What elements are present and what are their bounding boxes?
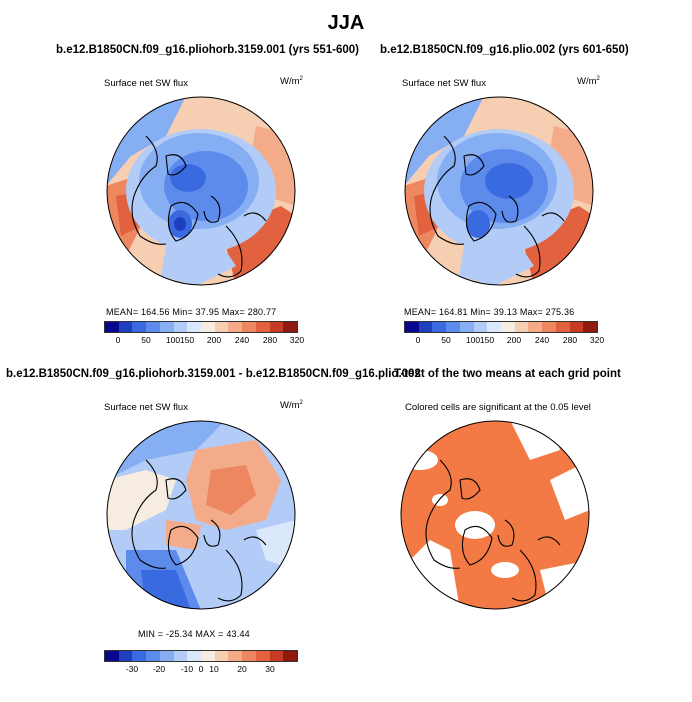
colorbar-swatch (159, 651, 174, 661)
panel1-stats: MEAN= 164.56 Min= 37.95 Max= 280.77 (106, 307, 277, 317)
panel4-title: T-test of the two means at each grid poi… (394, 368, 621, 380)
colorbar-swatch (228, 651, 243, 661)
colorbar-tick: 0 (115, 335, 121, 345)
colorbar-swatch (105, 651, 119, 661)
colorbar-swatch (528, 322, 543, 332)
colorbar-tick: 100 (165, 335, 181, 345)
panel3-subtitle: Surface net SW flux (104, 402, 188, 413)
figure-title: JJA (327, 12, 365, 34)
colorbar-swatch (269, 651, 284, 661)
colorbar-tick: 320 (589, 335, 605, 345)
panel2-colorbar (404, 321, 598, 333)
panel1-units: W/m2 (280, 76, 303, 88)
colorbar-swatch (418, 322, 433, 332)
colorbar-swatch (242, 651, 256, 661)
colorbar-tick: -20 (152, 664, 166, 674)
colorbar-tick: -10 (180, 664, 194, 674)
colorbar-tick: 30 (265, 664, 275, 674)
colorbar-swatch (118, 651, 133, 661)
colorbar-swatch (105, 322, 119, 332)
colorbar-swatch (132, 322, 147, 332)
colorbar-tick: 150 (179, 335, 195, 345)
colorbar-swatch (501, 322, 515, 332)
colorbar-swatch (569, 322, 584, 332)
colorbar-swatch (487, 322, 502, 332)
colorbar-swatch (146, 651, 160, 661)
panel3-units: W/m2 (280, 400, 303, 412)
colorbar-swatch (187, 651, 202, 661)
colorbar-tick: -30 (125, 664, 139, 674)
colorbar-tick: 200 (506, 335, 522, 345)
colorbar-tick: 10 (209, 664, 219, 674)
colorbar-tick: 280 (562, 335, 578, 345)
colorbar-swatch (283, 651, 298, 661)
colorbar-tick: 0 (198, 664, 204, 674)
panel1-subtitle: Surface net SW flux (104, 78, 188, 89)
panel1-title: b.e12.B1850CN.f09_g16.pliohorb.3159.001 … (56, 44, 359, 56)
colorbar-tick: 280 (262, 335, 278, 345)
colorbar-swatch (255, 322, 270, 332)
colorbar-swatch (146, 322, 160, 332)
colorbar-swatch (187, 322, 202, 332)
panel2-subtitle: Surface net SW flux (402, 78, 486, 89)
colorbar-tick: 320 (289, 335, 305, 345)
colorbar-swatch (405, 322, 419, 332)
colorbar-swatch (459, 322, 474, 332)
colorbar-swatch (283, 322, 298, 332)
colorbar-swatch (159, 322, 174, 332)
colorbar-tick: 50 (441, 335, 451, 345)
panel2-polar-map (404, 96, 594, 286)
panel2-stats: MEAN= 164.81 Min= 39.13 Max= 275.36 (404, 307, 575, 317)
panel1-colorbar (104, 321, 298, 333)
panel3-stats: MIN = -25.34 MAX = 43.44 (138, 629, 250, 639)
colorbar-tick: 150 (479, 335, 495, 345)
colorbar-tick: 20 (237, 664, 247, 674)
panel3-colorbar (104, 650, 298, 662)
panel3-polar-map (106, 420, 296, 610)
colorbar-swatch (214, 651, 229, 661)
colorbar-swatch (201, 651, 215, 661)
colorbar-swatch (118, 322, 133, 332)
colorbar-tick: 200 (206, 335, 222, 345)
colorbar-swatch (214, 322, 229, 332)
panel2-units: W/m2 (577, 76, 600, 88)
colorbar-swatch (555, 322, 570, 332)
colorbar-swatch (132, 651, 147, 661)
colorbar-swatch (473, 322, 488, 332)
colorbar-swatch (542, 322, 556, 332)
colorbar-tick: 240 (234, 335, 250, 345)
panel3-title: b.e12.B1850CN.f09_g16.pliohorb.3159.001 … (6, 368, 421, 380)
colorbar-swatch (432, 322, 447, 332)
colorbar-swatch (201, 322, 215, 332)
colorbar-tick: 240 (534, 335, 550, 345)
panel4-subtitle: Colored cells are significant at the 0.0… (405, 402, 591, 413)
colorbar-swatch (446, 322, 460, 332)
colorbar-swatch (173, 322, 188, 332)
colorbar-tick: 0 (415, 335, 421, 345)
colorbar-tick: 50 (141, 335, 151, 345)
colorbar-swatch (269, 322, 284, 332)
colorbar-tick: 100 (465, 335, 481, 345)
colorbar-swatch (514, 322, 529, 332)
colorbar-swatch (228, 322, 243, 332)
colorbar-swatch (583, 322, 598, 332)
colorbar-swatch (173, 651, 188, 661)
colorbar-swatch (255, 651, 270, 661)
colorbar-swatch (242, 322, 256, 332)
panel2-title: b.e12.B1850CN.f09_g16.plio.002 (yrs 601-… (380, 44, 629, 56)
panel4-significance-map (400, 420, 590, 610)
panel1-polar-map (106, 96, 296, 286)
